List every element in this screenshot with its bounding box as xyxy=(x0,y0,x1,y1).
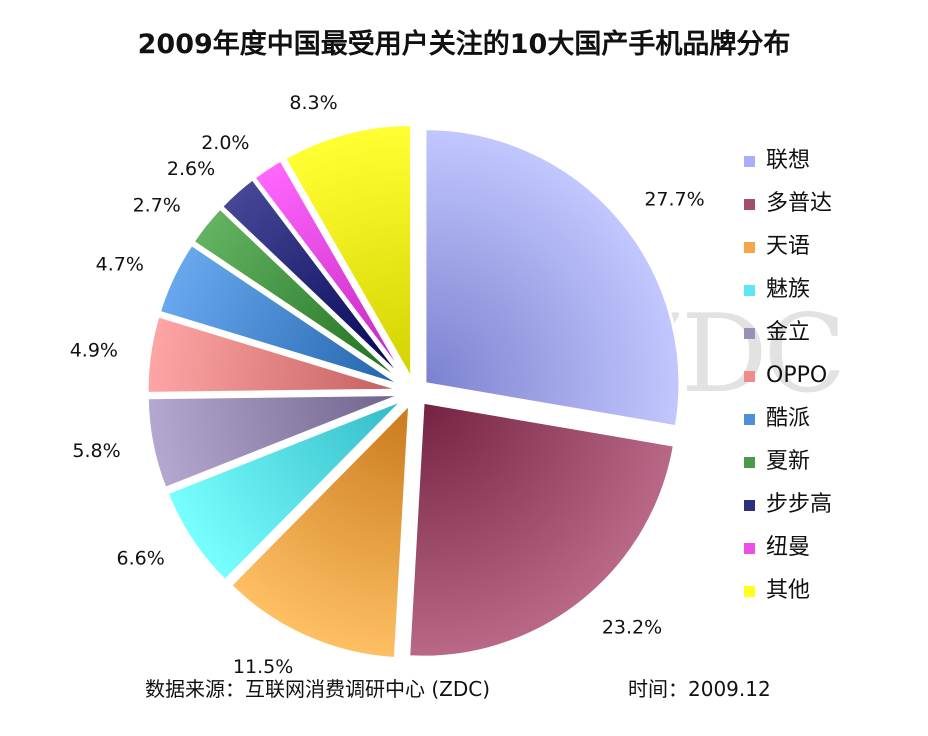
legend-label: 魅族 xyxy=(766,277,811,302)
value-label-3: 6.6% xyxy=(116,547,164,569)
pie-slice-6 xyxy=(157,242,405,388)
legend-label: OPPO xyxy=(766,363,828,388)
legend-swatch xyxy=(744,543,755,554)
value-label-5: 4.9% xyxy=(70,340,118,362)
legend-label: 多普达 xyxy=(766,191,833,216)
pie-slice-10 xyxy=(282,122,414,386)
pie-slice-5 xyxy=(145,314,403,395)
legend-label: 天语 xyxy=(766,234,811,259)
pie-slice-2 xyxy=(228,400,412,661)
pie-slice-9 xyxy=(251,158,410,383)
legend-swatch xyxy=(744,199,755,210)
value-label-8: 2.6% xyxy=(167,158,215,180)
legend-swatch xyxy=(744,414,755,425)
legend-swatch xyxy=(744,586,755,597)
time-note: 时间：2009.12 xyxy=(628,677,771,701)
pie-slice-7 xyxy=(190,206,406,386)
pie-slice-0 xyxy=(423,127,682,429)
pie-slices xyxy=(145,122,682,661)
value-label-0: 27.7% xyxy=(644,189,704,211)
value-label-2: 11.5% xyxy=(233,656,293,678)
legend-label: 金立 xyxy=(766,320,811,345)
pie-slice-4 xyxy=(145,393,403,491)
legend-swatch xyxy=(744,371,755,382)
pie-slice-1 xyxy=(407,400,677,659)
legend-label: 联想 xyxy=(766,148,811,173)
pie-slice-8 xyxy=(219,176,408,384)
legend-swatch xyxy=(744,457,755,468)
pie-value-labels: 27.7% 23.2% 11.5% 6.6% 5.8% 4.9% 4.7% 2.7% 2.6% 2… xyxy=(70,92,705,678)
legend-label: 夏新 xyxy=(766,449,811,474)
pie-slice-3 xyxy=(165,397,406,583)
legend-swatch xyxy=(744,500,755,511)
legend-label: 纽曼 xyxy=(766,535,811,560)
value-label-1: 23.2% xyxy=(602,617,662,639)
data-source-note: 数据来源：互联网消费调研中心 (ZDC) xyxy=(145,677,491,701)
legend-label: 其他 xyxy=(766,578,811,603)
legend-label: 步步高 xyxy=(766,492,833,517)
value-label-4: 5.8% xyxy=(72,440,120,462)
legend-swatch xyxy=(744,285,755,296)
legend-label: 酷派 xyxy=(766,406,811,431)
legend-swatch xyxy=(744,156,755,167)
legend-swatch xyxy=(744,328,755,339)
value-label-6: 4.7% xyxy=(96,253,144,275)
chart-title: 2009年度中国最受用户关注的10大国产手机品牌分布 xyxy=(137,29,791,60)
value-label-10: 8.3% xyxy=(289,92,337,114)
value-label-7: 2.7% xyxy=(133,194,181,216)
value-label-9: 2.0% xyxy=(201,132,249,154)
legend-swatch xyxy=(744,242,755,253)
